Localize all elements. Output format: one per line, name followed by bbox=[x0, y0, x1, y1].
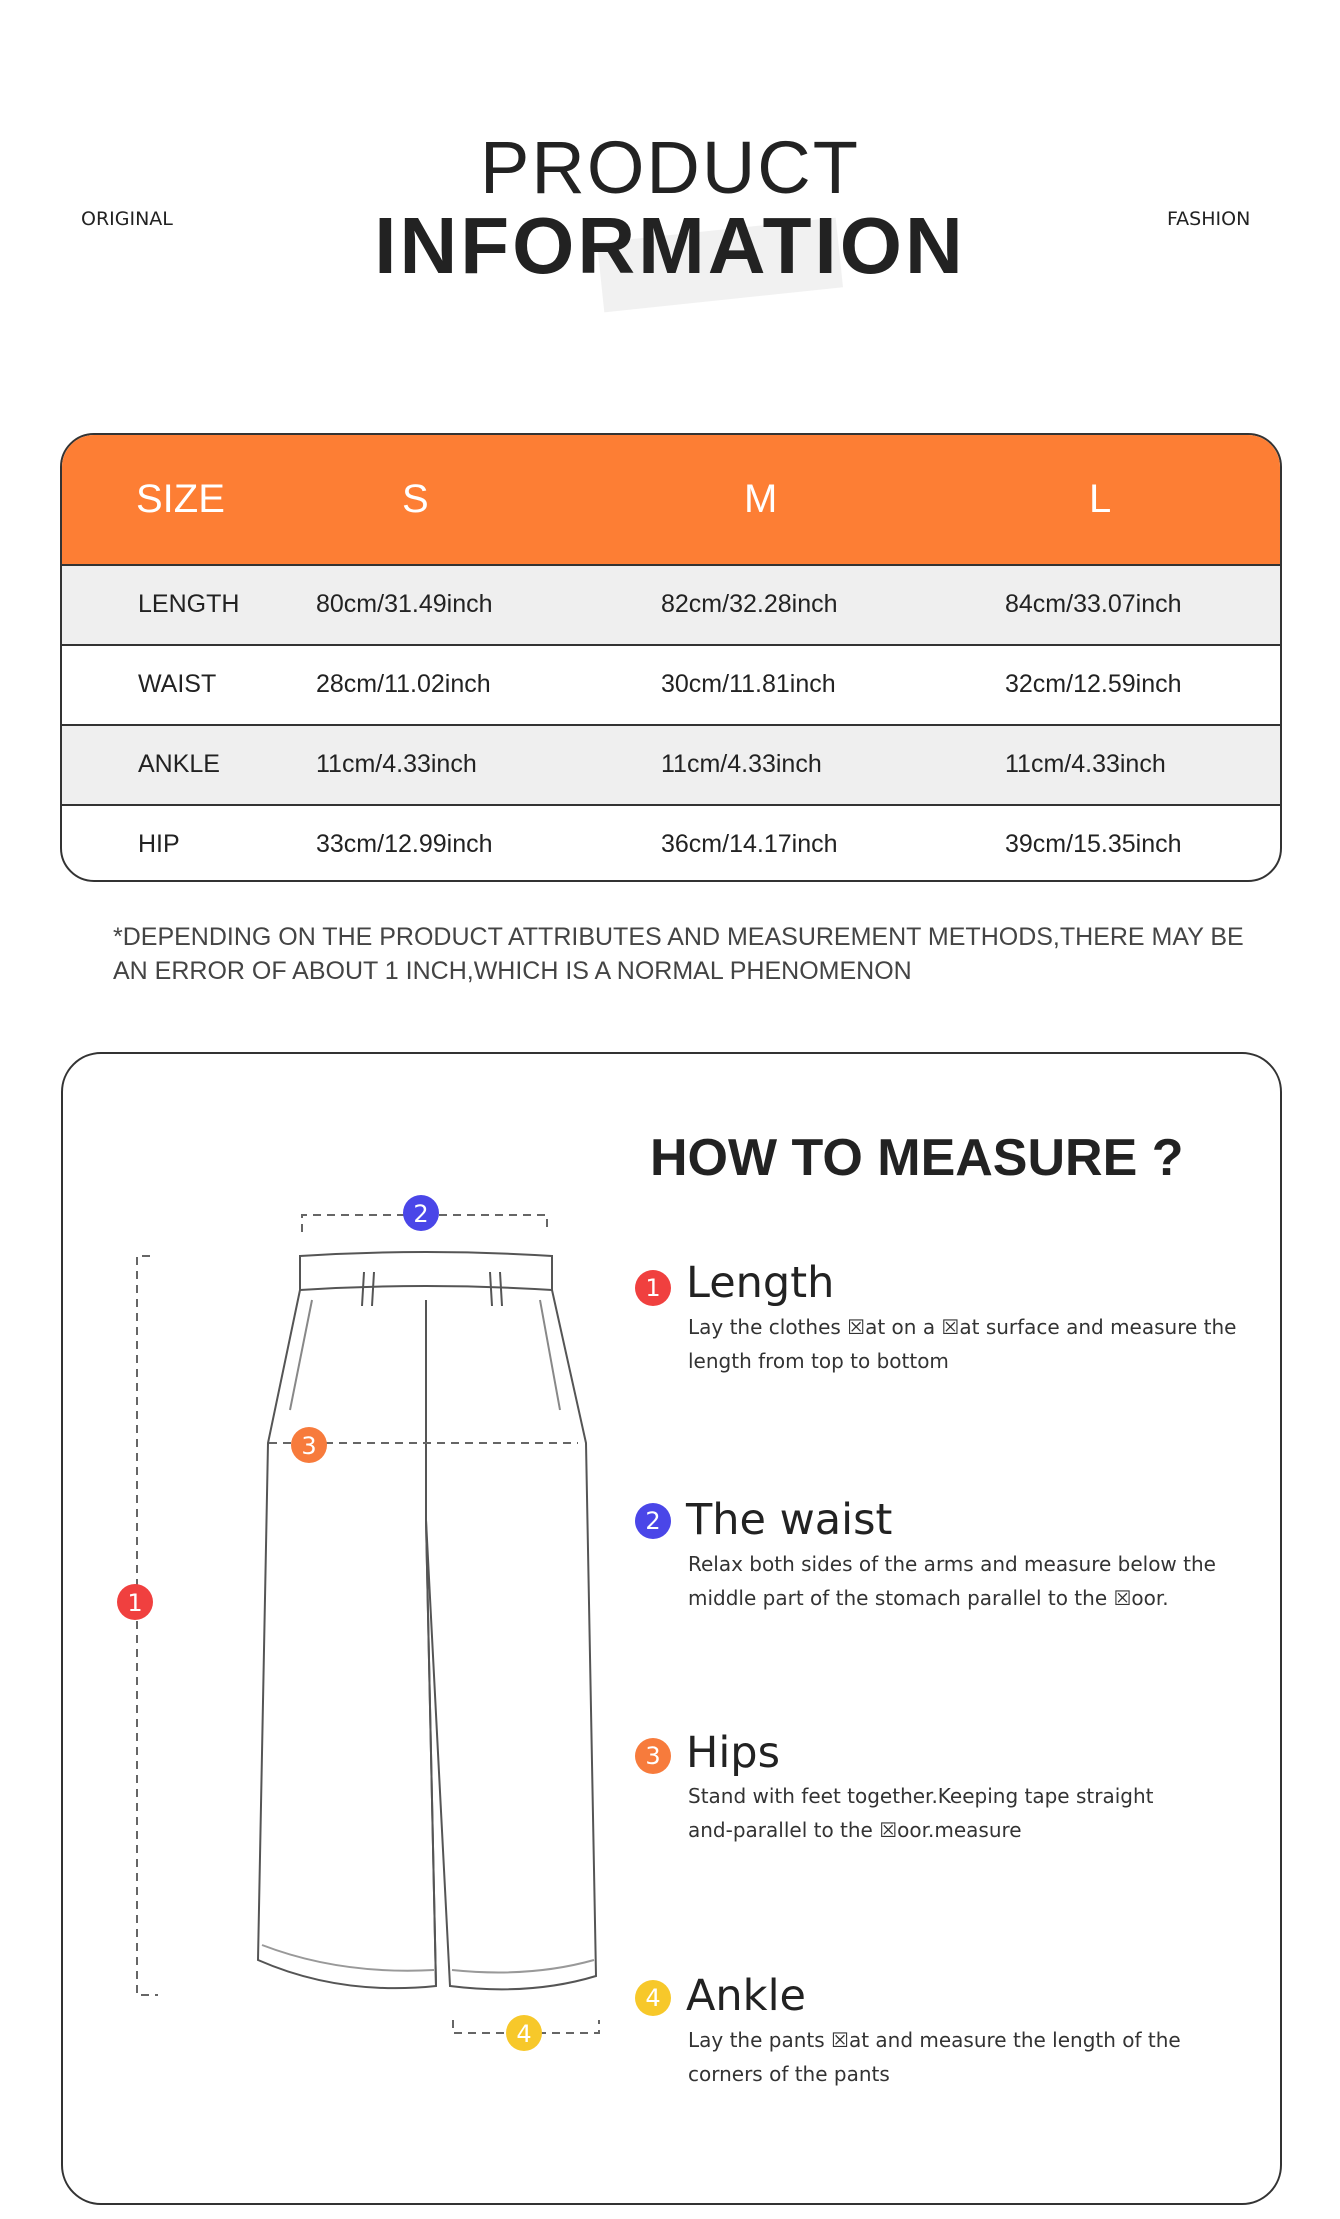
cell: 11cm/4.33inch bbox=[661, 750, 822, 778]
step-3-title: Hips bbox=[686, 1728, 780, 1778]
pants-outline bbox=[256, 1251, 598, 1991]
marker-4 bbox=[506, 2015, 542, 2051]
size-table: SIZE S M L LENGTH 80cm/31.49inch 82cm/32.2… bbox=[60, 433, 1282, 882]
marker-1-label: 1 bbox=[127, 1589, 142, 1617]
cell: 36cm/14.17inch bbox=[661, 830, 838, 858]
marker-1 bbox=[117, 1584, 153, 1620]
cell: 11cm/4.33inch bbox=[1005, 750, 1166, 778]
row-label: HIP bbox=[138, 830, 180, 858]
step-3-desc: Stand with feet together.Keeping tape st… bbox=[688, 1784, 1154, 1842]
row-label: ANKLE bbox=[138, 750, 220, 778]
table-row: WAIST 28cm/11.02inch 30cm/11.81inch 32cm/12… bbox=[62, 644, 1280, 724]
cell: 11cm/4.33inch bbox=[316, 750, 477, 778]
cell: 32cm/12.59inch bbox=[1005, 670, 1182, 698]
table-row: LENGTH 80cm/31.49inch 82cm/32.28inch 84cm/3… bbox=[62, 564, 1280, 644]
step-4-title: Ankle bbox=[686, 1971, 806, 2021]
cell: 28cm/11.02inch bbox=[316, 670, 491, 698]
cell: 82cm/32.28inch bbox=[661, 590, 838, 618]
title-line1: PRODUCT bbox=[480, 126, 860, 209]
table-row: ANKLE 11cm/4.33inch 11cm/4.33inch 11cm/4.33… bbox=[62, 724, 1280, 804]
cell: 30cm/11.81inch bbox=[661, 670, 836, 698]
table-row: HIP 33cm/12.99inch 36cm/14.17inch 39cm/15.3… bbox=[62, 804, 1280, 880]
step-3-badge: 3 bbox=[635, 1738, 671, 1774]
header-l: L bbox=[1089, 477, 1112, 521]
marker-3 bbox=[291, 1427, 327, 1463]
title-line2: INFORMATION bbox=[374, 201, 966, 290]
how-to-measure-title: HOW TO MEASURE ? bbox=[650, 1129, 1184, 1187]
step-2-title: The waist bbox=[686, 1495, 893, 1545]
marker-3-label: 3 bbox=[301, 1432, 316, 1460]
step-4-desc: Lay the pants ☒at and measure the length… bbox=[688, 2028, 1181, 2086]
header-m: M bbox=[744, 477, 778, 521]
original-label: ORIGINAL bbox=[81, 208, 173, 230]
fashion-label: FASHION bbox=[1167, 208, 1251, 230]
table-body: LENGTH 80cm/31.49inch 82cm/32.28inch 84cm/3… bbox=[62, 564, 1280, 880]
cell: 33cm/12.99inch bbox=[316, 830, 493, 858]
measurement-note: *DEPENDING ON THE PRODUCT ATTRIBUTES AND… bbox=[113, 923, 1244, 985]
step-1-title: Length bbox=[686, 1258, 835, 1308]
cell: 39cm/15.35inch bbox=[1005, 830, 1182, 858]
step-2-badge: 2 bbox=[635, 1503, 671, 1539]
step-4-badge: 4 bbox=[635, 1980, 671, 2016]
step-2-desc: Relax both sides of the arms and measure… bbox=[688, 1552, 1216, 1610]
table-header: SIZE S M L bbox=[62, 435, 1280, 564]
row-label: LENGTH bbox=[138, 590, 240, 618]
how-to-measure-card bbox=[61, 1052, 1282, 2205]
marker-4-label: 4 bbox=[516, 2020, 531, 2048]
step-1-badge: 1 bbox=[635, 1270, 671, 1306]
marker-2 bbox=[403, 1195, 439, 1231]
header-size: SIZE bbox=[136, 477, 225, 521]
cell: 80cm/31.49inch bbox=[316, 590, 493, 618]
cell: 84cm/33.07inch bbox=[1005, 590, 1182, 618]
row-label: WAIST bbox=[138, 670, 217, 698]
step-1-desc: Lay the clothes ☒at on a ☒at surface and… bbox=[688, 1315, 1237, 1373]
header-s: S bbox=[402, 477, 429, 521]
marker-2-label: 2 bbox=[413, 1200, 428, 1228]
